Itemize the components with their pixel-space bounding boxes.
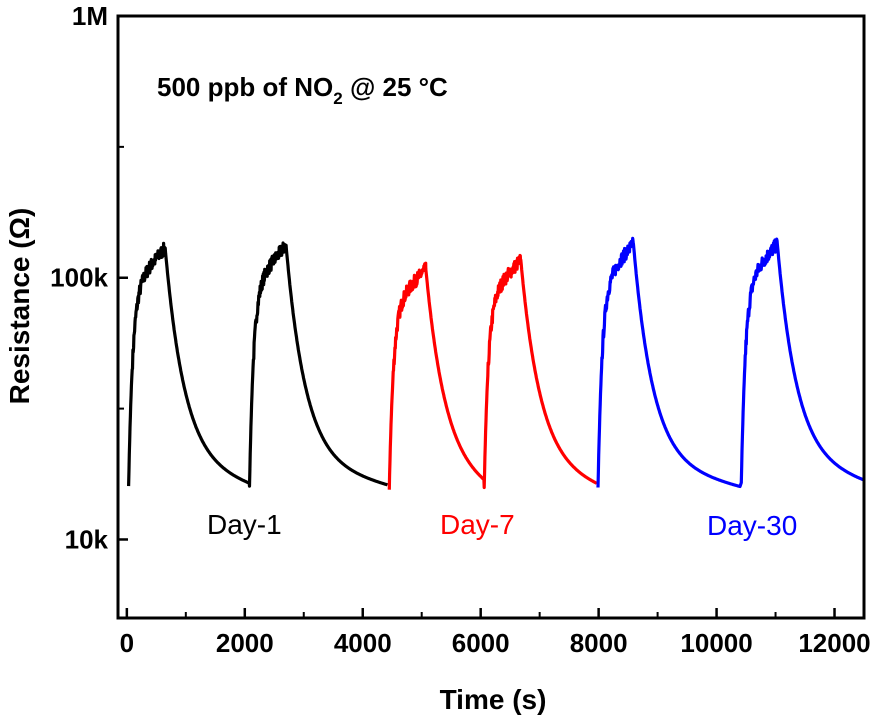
ticks-layer: 0 2000 4000 6000 8000 10000 12000 10k 100k 1M xyxy=(50,1,871,658)
y-tick-label-100k: 100k xyxy=(50,263,108,293)
x-tick-label-6000: 6000 xyxy=(452,628,510,658)
condition-annotation: 500 ppb of NO2 @ 25 °C xyxy=(157,72,448,108)
y-tick-label-1M: 1M xyxy=(72,1,108,31)
y-axis-title: Resistance (Ω) xyxy=(4,208,35,405)
x-tick-label-0: 0 xyxy=(120,628,134,658)
series-layer xyxy=(127,236,865,490)
label-day-1: Day-1 xyxy=(207,509,282,540)
series-day-30 xyxy=(596,236,865,489)
label-day-30: Day-30 xyxy=(707,510,797,541)
y-tick-label-10k: 10k xyxy=(65,524,109,554)
series-day-7 xyxy=(387,253,598,490)
x-tick-label-12000: 12000 xyxy=(798,628,870,658)
annotation-subscript: 2 xyxy=(333,89,342,108)
x-tick-label-10000: 10000 xyxy=(680,628,752,658)
label-day-7: Day-7 xyxy=(440,509,515,540)
x-axis-title: Time (s) xyxy=(440,684,547,715)
plot-frame xyxy=(116,14,866,620)
series-day-1 xyxy=(127,241,389,488)
x-tick-label-8000: 8000 xyxy=(570,628,628,658)
x-tick-label-4000: 4000 xyxy=(334,628,392,658)
annotation-suffix: @ 25 °C xyxy=(343,72,448,102)
x-tick-label-2000: 2000 xyxy=(216,628,274,658)
annotation-prefix: 500 ppb of NO xyxy=(157,72,333,102)
